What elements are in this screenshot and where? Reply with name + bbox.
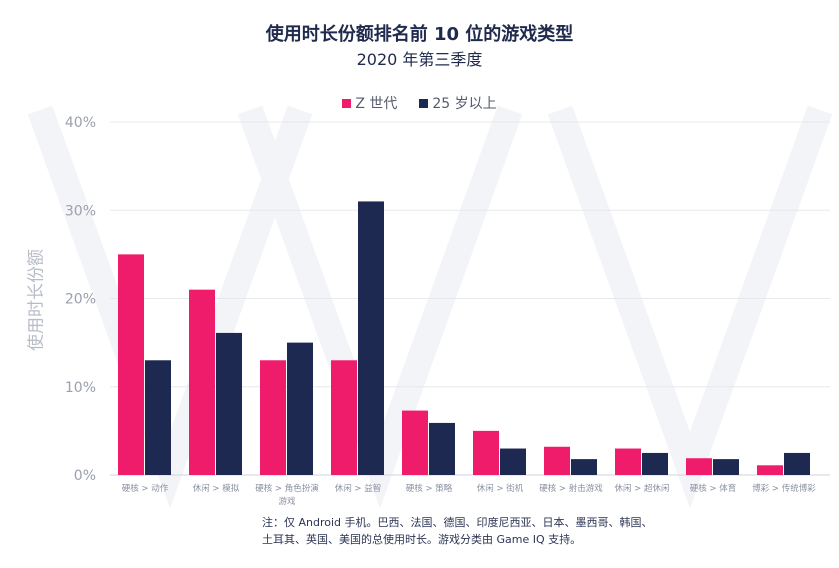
x-tick-label: 硬核 > 策略 [406,483,453,494]
chart-title: 使用时长份额排名前 10 位的游戏类型 [265,24,574,45]
legend-item-genz: Z 世代 [342,93,397,113]
bar-genz [686,458,712,475]
bar-genz [615,448,641,475]
chart-subtitle: 2020 年第三季度 [356,50,483,69]
bar-genz [118,254,144,475]
bar-25plus [216,332,242,475]
bar-25plus [287,342,313,475]
x-tick-label: 休闲 > 模拟 [193,483,240,494]
x-tick-label: 休闲 > 益智 [335,483,382,494]
bar-25plus [500,448,526,475]
legend-swatch-genz [342,98,352,108]
bar-genz [473,430,499,475]
x-tick-label: 硬核 > 角色扮演 [255,483,319,494]
bar-25plus [429,422,455,475]
legend-item-25plus: 25 岁以上 [419,93,497,113]
bar-genz [757,465,783,475]
footnote-line-1: 注：仅 Android 手机。巴西、法国、德国、印度尼西亚、日本、墨西哥、韩国、 [262,516,653,529]
x-tick-label: 休闲 > 超休闲 [614,483,669,494]
bar-25plus [713,459,739,475]
bar-25plus [784,452,810,475]
x-tick-label: 硬核 > 动作 [122,483,169,494]
y-tick-label: 20% [65,292,96,308]
x-tick-label: 硬核 > 射击游戏 [539,483,603,494]
bar-25plus [571,459,597,475]
footnote: 注：仅 Android 手机。巴西、法国、德国、印度尼西亚、日本、墨西哥、韩国、… [262,514,722,548]
bar-genz [331,360,357,475]
x-tick-label: 休闲 > 街机 [477,483,524,494]
y-tick-label: 30% [65,203,96,219]
bar-genz [189,289,215,475]
x-tick-label: 博彩 > 传统博彩 [752,483,816,494]
legend-label-genz: Z 世代 [355,96,398,112]
x-tick-label: 硬核 > 体育 [690,483,737,494]
x-tick-label: 游戏 [278,496,296,507]
bar-25plus [145,360,171,475]
footnote-line-2: 土耳其、英国、美国的总使用时长。游戏分类由 Game IQ 支持。 [262,533,582,546]
y-tick-label: 40% [65,115,96,131]
bar-25plus [358,201,384,476]
legend-label-25plus: 25 岁以上 [432,96,497,112]
y-tick-label: 10% [65,380,96,396]
legend: Z 世代 25 岁以上 [0,93,839,113]
bar-25plus [642,452,668,475]
bar-genz [402,410,428,475]
y-tick-label: 0% [74,468,96,484]
bar-genz [260,360,286,475]
bar-genz [544,446,570,475]
legend-swatch-25plus [419,98,429,108]
